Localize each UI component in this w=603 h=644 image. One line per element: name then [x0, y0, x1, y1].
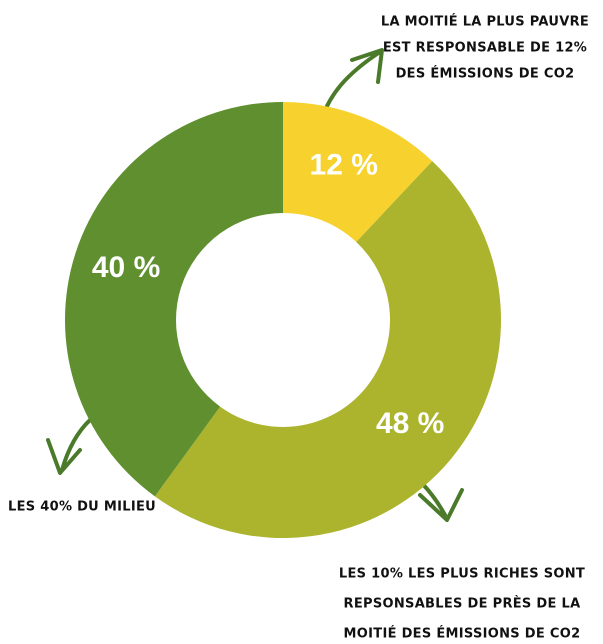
donut-segment [65, 102, 283, 497]
annotation: DES ÉMISSIONS DE CO2 [396, 66, 575, 82]
data-label: 40 % [92, 251, 160, 284]
annotation: MOITIÉ DES ÉMISSIONS DE CO2 [344, 626, 581, 642]
annotation: LA MOITIÉ LA PLUS PAUVRE [381, 14, 589, 30]
annotation: LES 10% LES PLUS RICHES SONT [339, 567, 585, 582]
donut-segment [154, 161, 501, 538]
data-label: 12 % [310, 149, 378, 182]
donut-segment [283, 102, 433, 243]
data-label: 48 % [376, 407, 444, 440]
annotation: EST RESPONSABLE DE 12% [383, 41, 587, 56]
annotation: LES 40% DU MILIEU [8, 500, 156, 515]
annotation: REPSONSABLES DE PRÈS DE LA [344, 596, 581, 612]
